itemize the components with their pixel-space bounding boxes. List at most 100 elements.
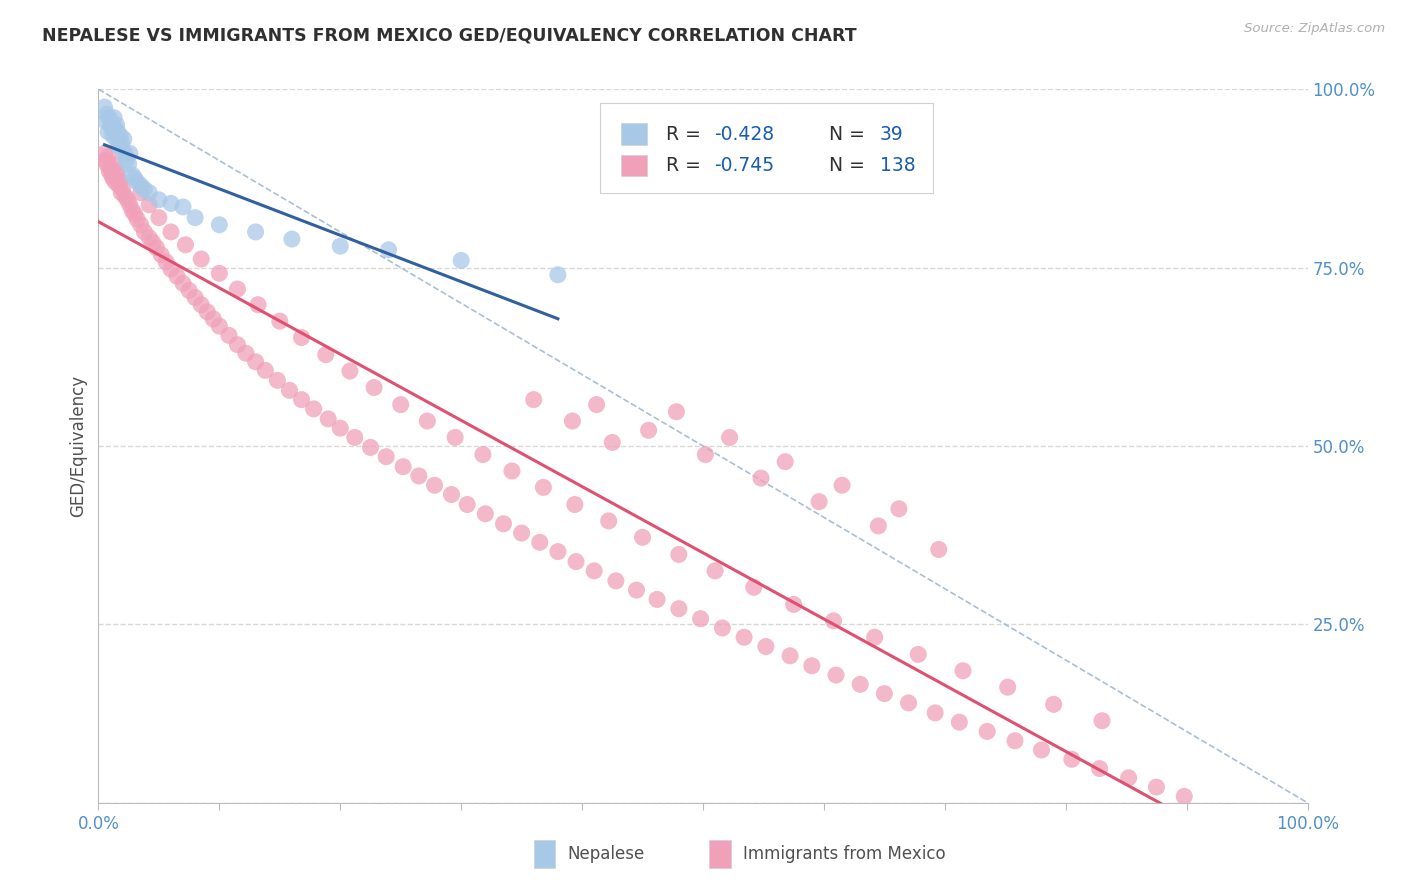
Point xyxy=(907,648,929,662)
Point xyxy=(423,478,446,492)
Point xyxy=(112,132,135,146)
Text: 138: 138 xyxy=(880,156,915,175)
Point xyxy=(689,612,711,626)
Point xyxy=(416,414,439,428)
Point xyxy=(529,535,551,549)
Point xyxy=(129,186,152,200)
Point xyxy=(408,469,430,483)
Point xyxy=(782,598,804,612)
Text: NEPALESE VS IMMIGRANTS FROM MEXICO GED/EQUIVALENCY CORRELATION CHART: NEPALESE VS IMMIGRANTS FROM MEXICO GED/E… xyxy=(42,27,856,45)
Point xyxy=(124,171,146,186)
Point xyxy=(637,423,659,437)
Point xyxy=(235,346,257,360)
Point xyxy=(565,555,588,569)
Point xyxy=(1173,789,1195,804)
Point xyxy=(190,298,212,312)
Point xyxy=(377,243,399,257)
Point xyxy=(129,218,152,232)
Point xyxy=(97,125,120,139)
Text: R =: R = xyxy=(665,125,706,144)
Point xyxy=(107,169,129,184)
Point xyxy=(492,516,515,531)
Y-axis label: GED/Equivalency: GED/Equivalency xyxy=(69,375,87,517)
Point xyxy=(598,514,620,528)
Point xyxy=(266,373,288,387)
Point xyxy=(474,507,496,521)
Point xyxy=(160,196,183,211)
Point xyxy=(245,225,267,239)
Point xyxy=(564,498,586,512)
Text: -0.428: -0.428 xyxy=(714,125,775,144)
Point xyxy=(278,384,301,398)
Point xyxy=(444,430,467,444)
Point xyxy=(148,193,170,207)
Point xyxy=(450,253,472,268)
Point xyxy=(290,330,312,344)
Point xyxy=(172,200,194,214)
Text: N =: N = xyxy=(828,125,870,144)
Point xyxy=(226,337,249,351)
Point xyxy=(742,580,765,594)
Point xyxy=(160,225,183,239)
Point xyxy=(94,114,117,128)
Point xyxy=(711,621,734,635)
Point xyxy=(1118,771,1140,785)
Point xyxy=(510,526,533,541)
Point xyxy=(127,175,149,189)
Point xyxy=(138,198,160,212)
Point xyxy=(329,421,352,435)
Point xyxy=(115,153,138,168)
Point xyxy=(105,164,128,178)
Point xyxy=(561,414,583,428)
Point xyxy=(172,277,194,291)
Point xyxy=(823,614,845,628)
Point xyxy=(107,125,129,139)
Text: Nepalese: Nepalese xyxy=(568,846,645,863)
Point xyxy=(142,235,165,250)
Point xyxy=(103,157,125,171)
Point xyxy=(585,398,607,412)
Point xyxy=(755,640,778,654)
Text: Immigrants from Mexico: Immigrants from Mexico xyxy=(742,846,945,863)
Point xyxy=(952,664,974,678)
Point xyxy=(202,312,225,326)
Point xyxy=(704,564,727,578)
Point xyxy=(924,706,946,720)
Point xyxy=(121,168,143,182)
Point xyxy=(121,203,143,218)
Point xyxy=(718,430,741,444)
Point xyxy=(184,291,207,305)
Point xyxy=(208,218,231,232)
Point xyxy=(997,680,1019,694)
Point xyxy=(471,448,494,462)
Point xyxy=(948,715,970,730)
Point xyxy=(117,193,139,207)
Point xyxy=(166,269,188,284)
Point xyxy=(808,494,831,508)
Point xyxy=(456,498,478,512)
Point xyxy=(329,239,352,253)
Point xyxy=(281,232,304,246)
Point xyxy=(339,364,361,378)
Point xyxy=(160,262,183,277)
Point xyxy=(631,530,654,544)
Point xyxy=(363,380,385,394)
Point xyxy=(103,111,125,125)
Point xyxy=(1031,743,1053,757)
Point xyxy=(118,157,141,171)
Point xyxy=(695,448,717,462)
Text: R =: R = xyxy=(665,156,706,175)
Point xyxy=(605,574,627,588)
Point xyxy=(101,128,124,143)
Text: 39: 39 xyxy=(880,125,903,144)
Point xyxy=(118,198,141,212)
Point xyxy=(138,230,160,244)
Point xyxy=(100,168,122,182)
Point xyxy=(1042,698,1064,712)
Point xyxy=(110,186,132,200)
Point xyxy=(98,111,121,125)
Point xyxy=(195,305,218,319)
Point xyxy=(155,255,177,269)
Point xyxy=(118,146,141,161)
Point xyxy=(863,630,886,644)
